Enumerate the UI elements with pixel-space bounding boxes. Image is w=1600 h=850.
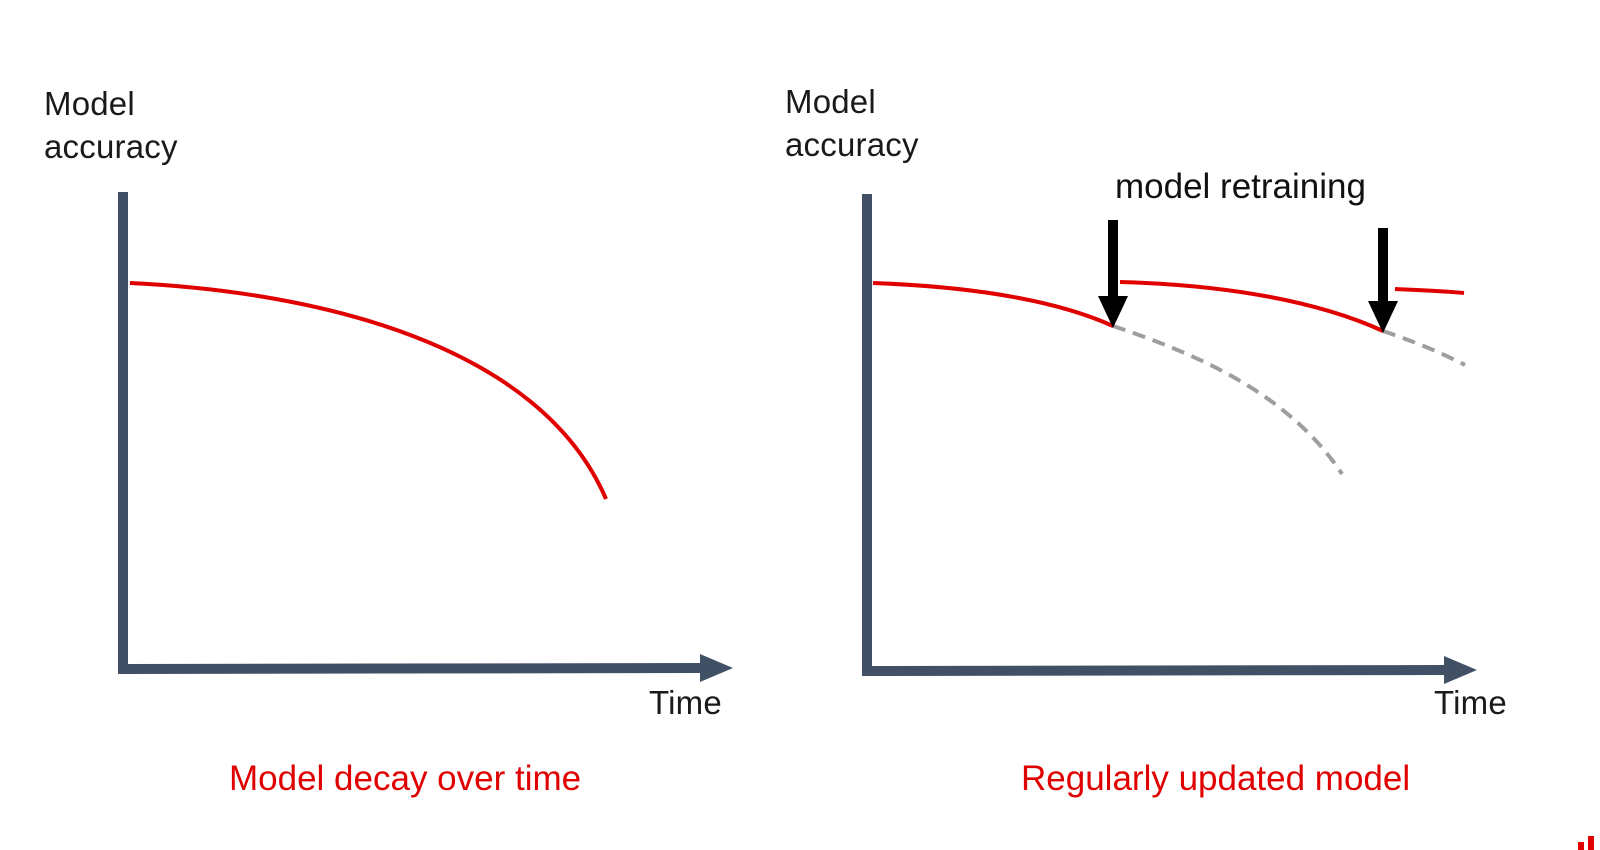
y-axis-label-line: Model (785, 83, 876, 120)
retraining-arrow-2 (1368, 228, 1398, 333)
x-axis-right (861, 665, 1449, 676)
caption-right: Regularly updated model (1021, 759, 1411, 798)
y-axis-label-line: accuracy (44, 128, 178, 165)
y-axis-label-right: Model accuracy (785, 80, 919, 166)
y-axis-label-line: accuracy (785, 126, 919, 163)
panel-decay (117, 192, 733, 682)
accuracy-segment-1 (872, 281, 1114, 328)
y-axis-label-line: Model (44, 85, 135, 122)
x-axis-label-left: Time (649, 684, 722, 721)
caption-left: Model decay over time (229, 759, 582, 798)
retraining-annotation: model retraining (1115, 167, 1366, 206)
y-axis-label-left: Model accuracy (44, 82, 178, 168)
decay-curve (129, 281, 608, 500)
x-axis-label-right: Time (1434, 684, 1507, 721)
projected-decay-1 (1112, 324, 1344, 476)
accuracy-segment-3 (1394, 287, 1465, 295)
x-axis-arrowhead-left (700, 654, 733, 682)
projected-decay-2 (1382, 329, 1466, 367)
x-axis-arrowhead-right (1444, 656, 1477, 684)
accuracy-segment-2 (1119, 280, 1384, 333)
retraining-arrow-1 (1098, 220, 1128, 328)
x-axis-left (117, 663, 709, 674)
corner-mark (1578, 836, 1594, 850)
panel-updated (861, 194, 1477, 684)
